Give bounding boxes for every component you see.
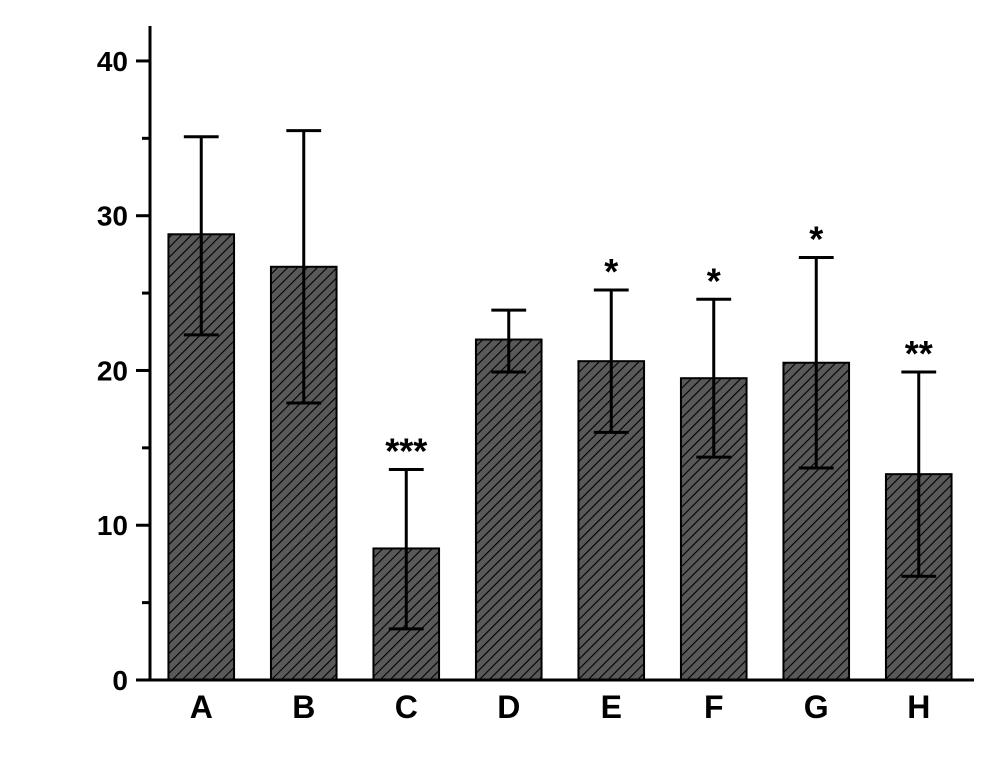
x-category-label: A — [190, 689, 213, 725]
x-category-label: C — [395, 689, 418, 725]
significance-annotation: * — [604, 251, 618, 292]
y-tick-label: 30 — [97, 201, 128, 232]
x-category-label: B — [292, 689, 315, 725]
x-category-label: H — [907, 689, 930, 725]
significance-annotation: *** — [385, 431, 427, 472]
y-tick-label: 0 — [112, 665, 128, 696]
x-category-label: G — [804, 689, 829, 725]
x-category-label: D — [497, 689, 520, 725]
significance-annotation: ** — [905, 333, 933, 374]
significance-annotation: * — [707, 260, 721, 301]
x-category-label: E — [601, 689, 622, 725]
x-category-label: F — [704, 689, 724, 725]
chart-svg: A B *** C D * E * F * G ** H 0 10 20 30 40 — [0, 0, 1000, 759]
bar — [476, 340, 542, 680]
y-tick-label: 10 — [97, 510, 128, 541]
significance-annotation: * — [809, 219, 823, 260]
y-tick-label: 20 — [97, 355, 128, 386]
y-tick-label: 40 — [97, 46, 128, 77]
bar-chart: 咳嗽次数（次／6 min） AB***CD*E*F*G**H010203040 — [0, 0, 1000, 759]
